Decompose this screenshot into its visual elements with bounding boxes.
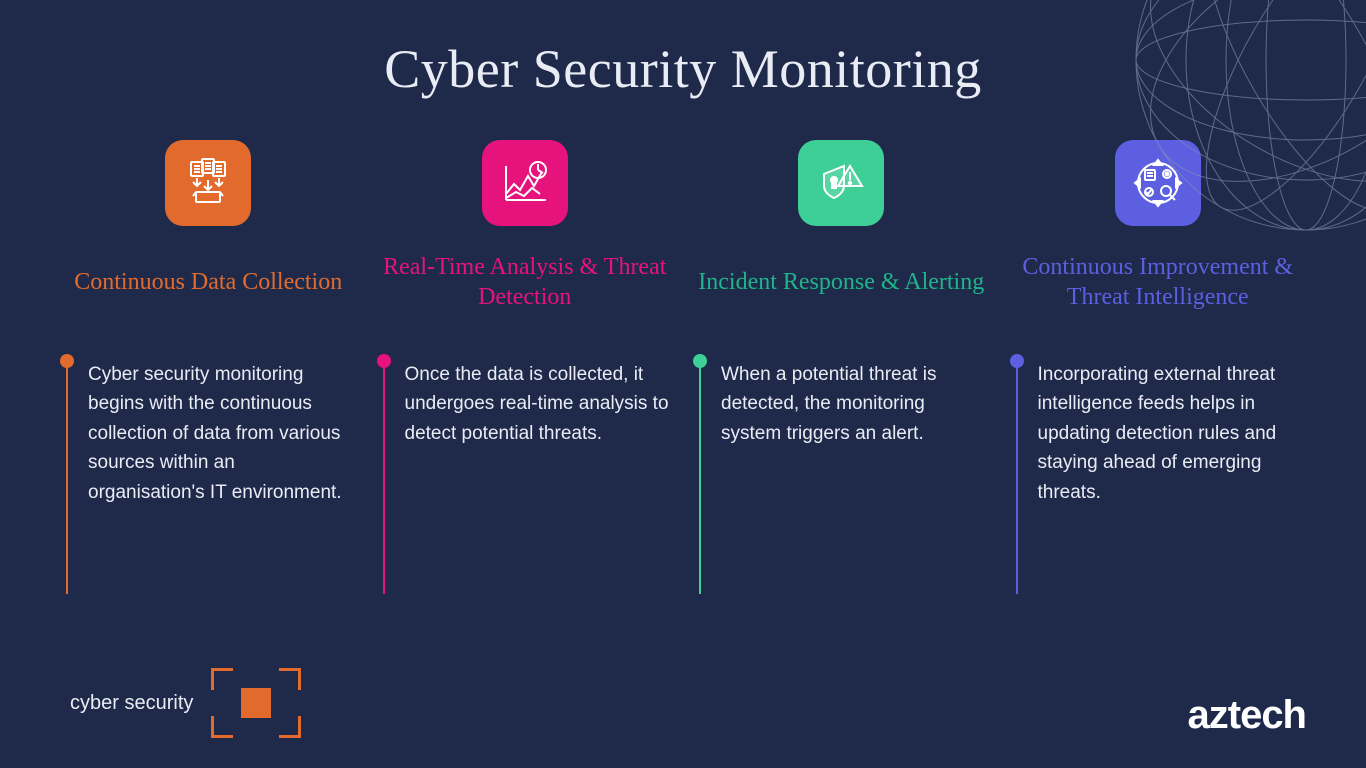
column-improvement: Continuous Improvement & Threat Intellig… xyxy=(1010,140,1307,507)
footer-left: cyber security xyxy=(70,668,301,738)
column-title: Real-Time Analysis & Threat Detection xyxy=(377,250,674,314)
column-description-wrap: Cyber security monitoring begins with th… xyxy=(60,354,357,507)
column-analysis: Real-Time Analysis & Threat Detection On… xyxy=(377,140,674,507)
alert-shield-icon xyxy=(798,140,884,226)
data-collection-icon xyxy=(165,140,251,226)
timeline-line xyxy=(383,364,385,594)
timeline-line xyxy=(1016,364,1018,594)
column-title: Continuous Improvement & Threat Intellig… xyxy=(1010,250,1307,314)
column-data-collection: Continuous Data Collection Cyber securit… xyxy=(60,140,357,507)
column-description: Incorporating external threat intelligen… xyxy=(1038,354,1307,507)
column-description-wrap: When a potential threat is detected, the… xyxy=(693,354,990,448)
column-description: When a potential threat is detected, the… xyxy=(721,354,990,448)
page-title: Cyber Security Monitoring xyxy=(0,0,1366,100)
crop-mark-icon xyxy=(211,668,301,738)
column-description: Cyber security monitoring begins with th… xyxy=(88,354,357,507)
improvement-cycle-icon xyxy=(1115,140,1201,226)
column-description: Once the data is collected, it undergoes… xyxy=(405,354,674,448)
column-description-wrap: Incorporating external threat intelligen… xyxy=(1010,354,1307,507)
column-incident-response: Incident Response & Alerting When a pote… xyxy=(693,140,990,507)
brand-logo: aztech xyxy=(1188,693,1307,738)
analysis-icon xyxy=(482,140,568,226)
column-title: Incident Response & Alerting xyxy=(698,250,984,314)
column-description-wrap: Once the data is collected, it undergoes… xyxy=(377,354,674,448)
column-title: Continuous Data Collection xyxy=(74,250,342,314)
timeline-line xyxy=(66,364,68,594)
timeline-line xyxy=(699,364,701,594)
feature-columns: Continuous Data Collection Cyber securit… xyxy=(0,100,1366,507)
footer-label: cyber security xyxy=(70,692,193,715)
